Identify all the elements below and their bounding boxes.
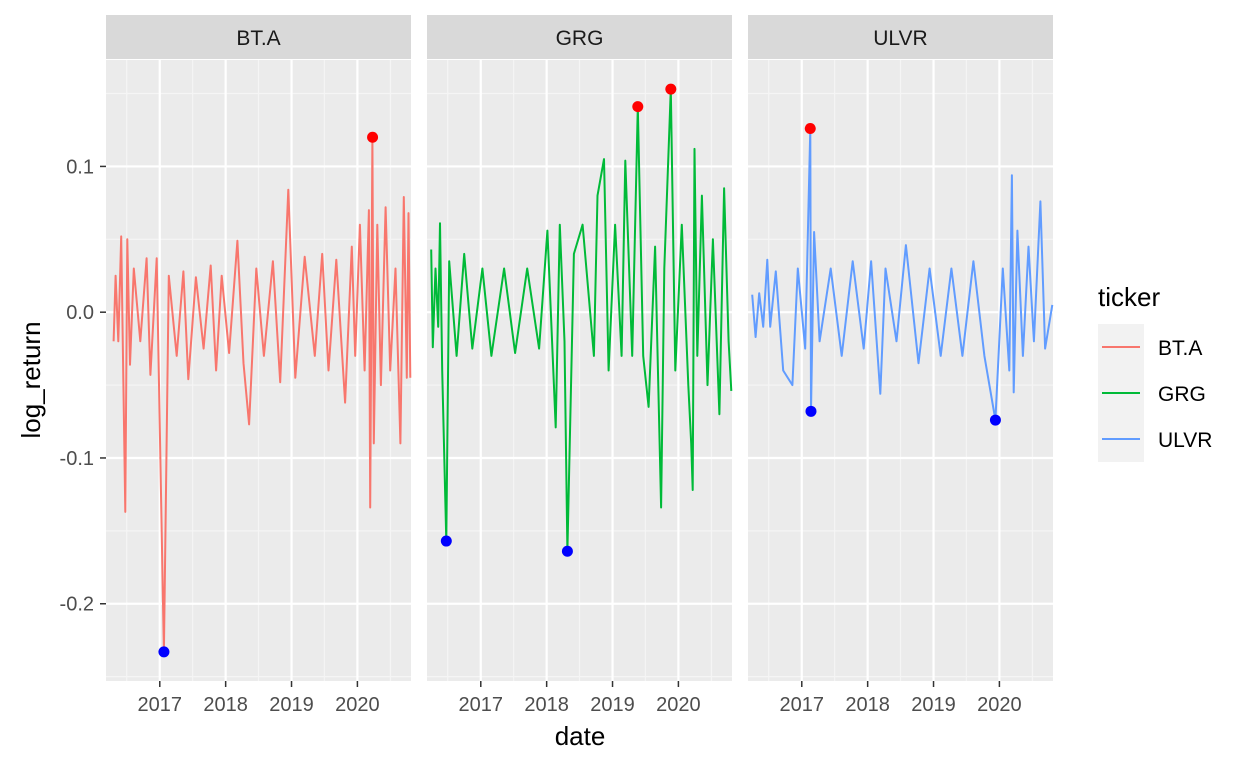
facet-panel-bt-a: BT.A (106, 15, 412, 681)
max-point-marker (367, 131, 379, 143)
x-tick-label: 2019 (590, 694, 635, 716)
x-axis: 2017 2018 2019 2020 2017 2018 2019 2020 2017 2018… (138, 681, 1022, 716)
legend-label: BT.A (1158, 337, 1202, 360)
series-line-ulvr (751, 127, 1054, 422)
x-tick-label: 2018 (845, 694, 890, 716)
y-tick-label: 0.1 (66, 156, 94, 178)
min-point-marker (561, 545, 573, 557)
min-point-marker (989, 414, 1001, 426)
x-tick-label: 2018 (203, 694, 248, 716)
legend: ticker BT.A GRG ULVR (1098, 282, 1212, 462)
x-tick-label: 2019 (269, 694, 314, 716)
facet-panel-ulvr: ULVR (748, 15, 1054, 681)
x-tick-label: 2017 (459, 694, 504, 716)
series-line-bt-a (112, 136, 412, 653)
legend-entry: ULVR (1098, 416, 1212, 462)
facet-strip (748, 15, 1053, 59)
legend-entry: GRG (1098, 370, 1206, 416)
legend-entry: BT.A (1098, 324, 1202, 370)
facet-panels: BT.A GRG ULVR (106, 15, 1054, 681)
facet-strip-label: BT.A (236, 27, 280, 50)
legend-label: ULVR (1158, 429, 1212, 452)
x-tick-label: 2020 (656, 694, 701, 716)
legend-label: GRG (1158, 383, 1206, 406)
max-point-marker (632, 101, 644, 113)
y-tick-label: 0.0 (66, 302, 94, 324)
x-tick-label: 2017 (138, 694, 183, 716)
x-tick-label: 2017 (780, 694, 825, 716)
y-tick-label: -0.1 (60, 448, 94, 470)
max-point-marker (804, 123, 816, 135)
facet-strip-label: ULVR (873, 27, 927, 50)
x-tick-label: 2018 (524, 694, 569, 716)
min-point-marker (440, 535, 452, 547)
x-tick-label: 2019 (911, 694, 956, 716)
x-tick-label: 2020 (977, 694, 1022, 716)
y-tick-label: -0.2 (60, 594, 94, 616)
facet-strip (106, 15, 411, 59)
min-point-marker (158, 646, 170, 658)
series-line-grg (430, 88, 733, 553)
min-point-marker (805, 405, 817, 417)
legend-title: ticker (1098, 282, 1160, 312)
x-axis-title: date (555, 721, 606, 751)
facet-strip-label: GRG (556, 27, 604, 50)
facet-strip (427, 15, 732, 59)
max-point-marker (665, 83, 677, 95)
y-axis-title: log_return (16, 321, 46, 438)
x-tick-label: 2020 (335, 694, 380, 716)
y-axis: 0.1 0.0 -0.1 -0.2 (60, 156, 106, 616)
facet-panel-grg: GRG (427, 15, 733, 681)
